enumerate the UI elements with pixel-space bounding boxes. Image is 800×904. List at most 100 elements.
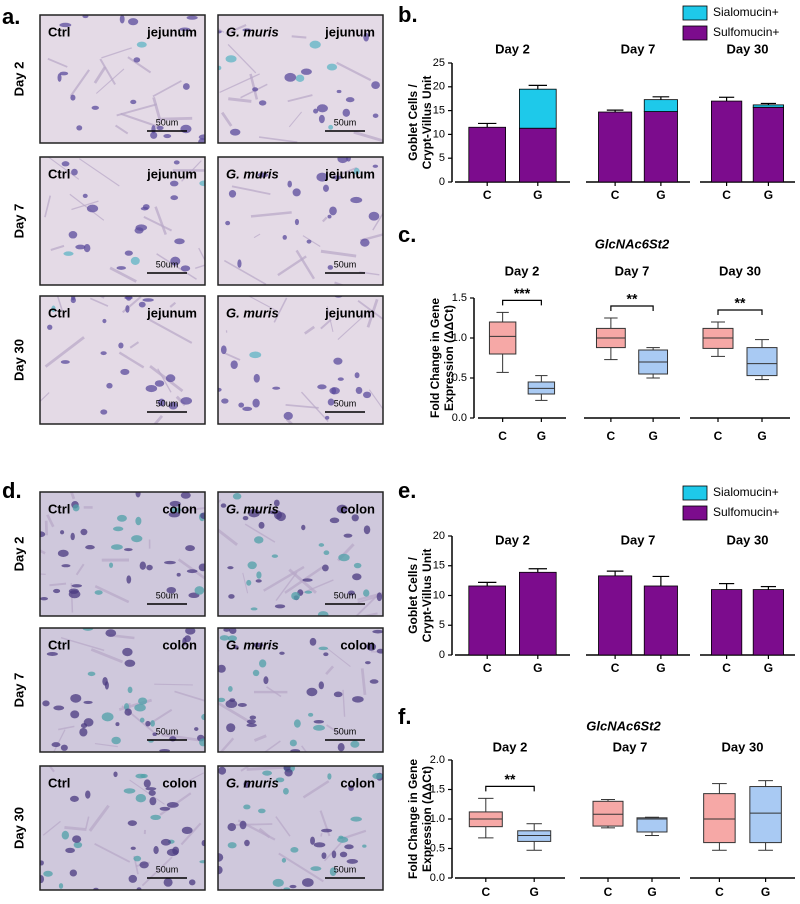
tissue-texture <box>119 15 125 24</box>
y-tick-label: 2.0 <box>430 754 445 766</box>
tissue-texture <box>350 196 363 204</box>
micrograph <box>40 157 205 285</box>
tissue-texture <box>40 860 44 866</box>
legend-swatch <box>682 485 708 501</box>
x-tick-label: G <box>764 661 773 675</box>
tissue-texture <box>194 727 199 731</box>
tissue-texture <box>100 409 108 415</box>
tissue-texture <box>244 839 250 847</box>
tissue-texture <box>320 318 332 330</box>
x-tick-label: C <box>722 188 731 202</box>
tissue-label: colon <box>340 637 375 652</box>
tissue-texture <box>61 161 70 167</box>
tissue-texture <box>163 878 173 887</box>
tissue-texture <box>302 578 313 582</box>
x-tick-label: G <box>530 885 539 899</box>
tissue-texture <box>338 553 350 562</box>
tissue-texture <box>114 124 129 135</box>
tissue-texture <box>59 71 69 76</box>
tissue-texture <box>198 247 205 262</box>
bar-segment <box>752 104 785 108</box>
tissue-texture <box>109 562 114 568</box>
tissue-texture <box>73 841 83 849</box>
tissue-texture <box>116 514 127 522</box>
tissue-texture <box>76 125 83 131</box>
tissue-texture <box>128 874 138 883</box>
row-label: Day 2 <box>11 537 26 572</box>
tissue-label: colon <box>340 775 375 790</box>
tissue-texture <box>238 402 245 408</box>
tissue-texture <box>252 642 264 648</box>
tissue-texture <box>295 74 305 83</box>
micrograph <box>40 296 205 424</box>
tissue-texture <box>355 386 363 394</box>
tissue-texture <box>255 579 262 583</box>
micrograph-frame <box>217 627 384 753</box>
tissue-texture <box>157 398 166 407</box>
y-tick-label: 10 <box>433 589 445 601</box>
tissue-texture <box>82 193 88 198</box>
tissue-texture <box>370 651 383 653</box>
tissue-texture <box>161 733 199 742</box>
tissue-texture <box>53 705 65 711</box>
tissue-texture <box>326 306 334 333</box>
micrograph-background <box>40 296 205 424</box>
legend-label: Sialomucin+ <box>713 5 779 19</box>
tissue-texture <box>46 652 58 656</box>
tissue-texture <box>116 266 126 270</box>
tissue-texture <box>243 780 250 788</box>
tissue-texture <box>150 131 158 139</box>
tissue-texture <box>176 572 181 577</box>
tissue-texture <box>65 847 75 854</box>
tissue-texture <box>166 586 177 594</box>
tissue-texture <box>142 298 154 302</box>
tissue-texture <box>129 779 165 805</box>
tissue-texture <box>337 309 371 340</box>
micrograph <box>218 766 383 890</box>
tissue-texture <box>152 97 162 123</box>
y-tick-label: 20 <box>433 530 445 542</box>
legend-label: Sulfomucin+ <box>713 505 779 519</box>
tissue-texture <box>86 204 99 213</box>
tissue-texture <box>329 517 340 524</box>
x-tick-label: G <box>533 188 542 202</box>
tissue-texture <box>287 180 292 188</box>
tissue-texture <box>221 111 233 127</box>
box <box>636 817 668 833</box>
tissue-texture <box>249 715 257 720</box>
tissue-texture <box>71 584 83 588</box>
tissue-texture <box>150 720 155 727</box>
tissue-texture <box>69 795 79 802</box>
tissue-texture <box>177 558 205 580</box>
x-tick-label: G <box>656 661 665 675</box>
tissue-texture <box>318 543 325 547</box>
tissue-texture <box>219 635 230 641</box>
tissue-texture <box>253 233 261 239</box>
tissue-texture <box>218 499 222 505</box>
tissue-texture <box>70 94 76 101</box>
tissue-texture <box>181 506 205 512</box>
tissue-texture <box>174 690 205 702</box>
tissue-texture <box>165 374 176 383</box>
tissue-texture <box>258 100 267 106</box>
tissue-texture <box>61 564 71 568</box>
tissue-texture <box>306 687 318 697</box>
tissue-texture <box>273 297 288 323</box>
tissue-texture <box>242 406 253 412</box>
tissue-texture <box>247 561 257 570</box>
tissue-texture <box>69 869 78 877</box>
tissue-texture <box>295 249 316 280</box>
tissue-texture <box>102 318 107 324</box>
tissue-texture <box>354 372 360 379</box>
tissue-texture <box>169 507 182 513</box>
bar-segment <box>643 111 678 183</box>
tissue-texture <box>85 816 90 829</box>
tissue-texture <box>219 73 260 94</box>
tissue-texture <box>292 188 301 197</box>
bar-segment <box>711 589 743 656</box>
micrograph-background <box>40 15 205 143</box>
tissue-texture <box>40 597 48 601</box>
legend-swatch <box>682 25 708 41</box>
tissue-texture <box>323 550 330 556</box>
